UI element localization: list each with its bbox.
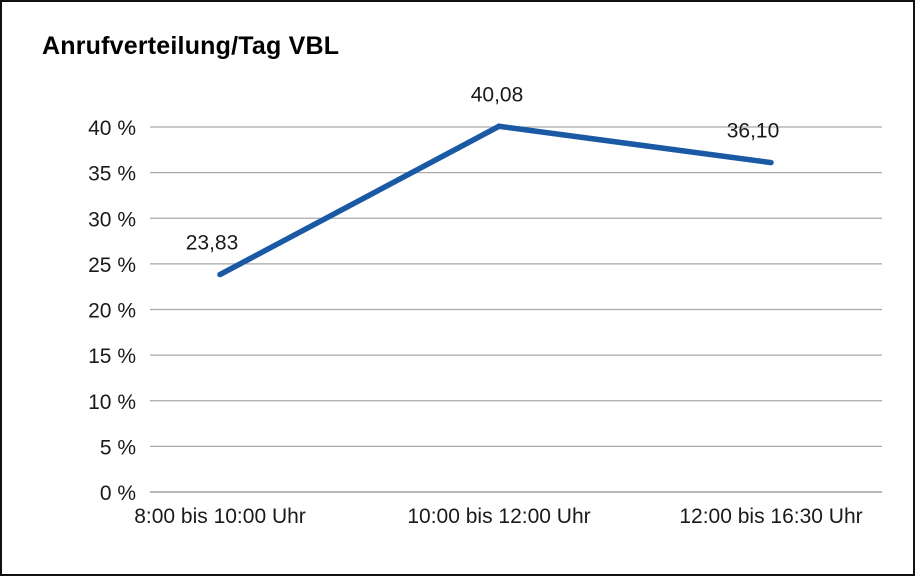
data-point-label: 23,83 (186, 232, 239, 255)
y-axis-tick-label: 0 % (100, 482, 136, 505)
y-axis-tick-label: 30 % (88, 208, 136, 231)
data-point-label: 40,08 (471, 83, 524, 106)
y-axis-tick-label: 15 % (88, 345, 136, 368)
y-axis-tick-label: 40 % (88, 117, 136, 140)
y-axis-tick-label: 10 % (88, 391, 136, 414)
data-series-line (217, 123, 774, 278)
x-axis-category-label: 8:00 bis 10:00 Uhr (134, 505, 306, 528)
y-axis-tick-label: 5 % (100, 436, 136, 459)
y-axis-tick-label: 25 % (88, 254, 136, 277)
y-axis-tick-label: 35 % (88, 163, 136, 186)
data-point-label: 36,10 (727, 120, 780, 143)
x-axis-category-label: 12:00 bis 16:30 Uhr (679, 505, 862, 528)
x-axis-category-label: 10:00 bis 12:00 Uhr (407, 505, 590, 528)
chart-title: Anrufverteilung/Tag VBL (42, 32, 340, 60)
y-axis-tick-label: 20 % (88, 300, 136, 323)
